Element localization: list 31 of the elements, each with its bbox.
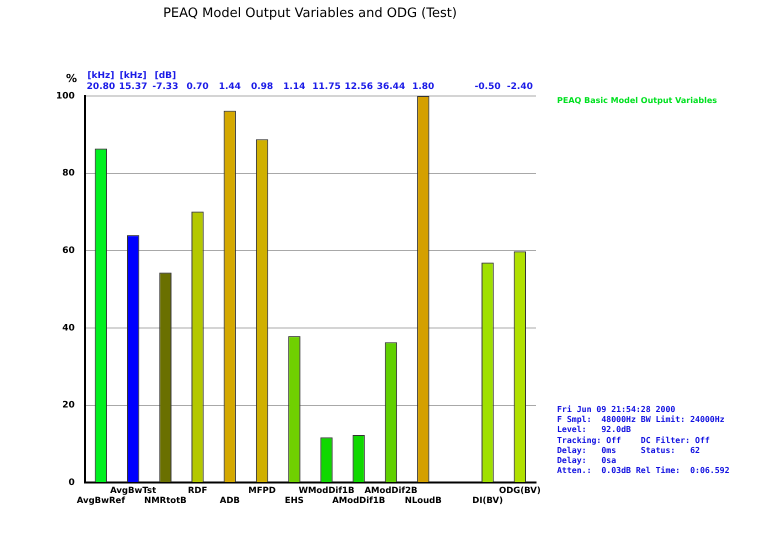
- text: F Smpl: 48000Hz BW Limit: 24000Hz: [557, 414, 725, 424]
- text: Level: 92.0dB: [557, 424, 631, 434]
- x-tick-label: AvgBwTst: [110, 486, 156, 496]
- x-tick-label: AvgBwRef: [76, 496, 126, 506]
- text: Atten.: 0.03dB Rel Time: 0:06.592: [557, 465, 730, 476]
- text: Delay: 0ms Status: 62: [557, 444, 700, 455]
- y-tick-label: 40: [62, 323, 75, 334]
- y-tick-label: 60: [62, 246, 75, 256]
- x-tick-label: DI(BV): [472, 496, 504, 506]
- x-tick-label: AModDif1B: [332, 496, 386, 506]
- x-tick-label: NMRtotB: [144, 496, 187, 506]
- y-tick-label: 20: [62, 400, 75, 411]
- x-tick-label: NLoudB: [404, 496, 442, 506]
- text: [kHz] [kHz] [dB]: [87, 71, 176, 81]
- y-tick-label: 0: [68, 478, 75, 488]
- x-tick-label: MFPD: [248, 486, 276, 496]
- chart-title: PEAQ Model Output Variables and ODG (Test): [162, 6, 458, 21]
- x-tick-label: RDF: [188, 486, 208, 496]
- y-axis-title: %: [66, 72, 78, 85]
- text: Fri Jun 09 21:54:28 2000: [557, 404, 676, 414]
- x-tick-label: AModDif2B: [364, 486, 418, 496]
- y-tick-label: 80: [62, 168, 75, 179]
- text: Delay: 0sa: [557, 455, 616, 466]
- x-tick-label: EHS: [284, 496, 304, 506]
- y-tick-label: 100: [56, 91, 75, 102]
- legend-title: PEAQ Basic Model Output Variables: [557, 96, 718, 105]
- text: Tracking: Off DC Filter: Off: [557, 434, 710, 445]
- x-tick-label: WModDif1B: [298, 486, 354, 496]
- x-tick-label: ADB: [220, 496, 240, 506]
- x-tick-label: ODG(BV): [499, 486, 541, 496]
- text: 20.80 15.37 -7.33 0.70 1.44 0.98 1.14 11.75 12.56 36.44 1.80 -0.50 -2.40: [86, 82, 533, 92]
